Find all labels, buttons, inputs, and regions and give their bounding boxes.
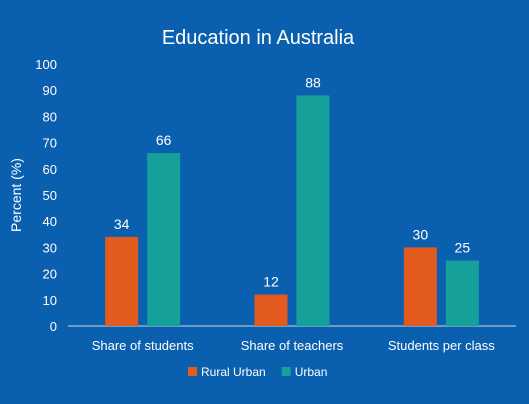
y-tick-label: 10 (43, 293, 57, 308)
data-label: 12 (263, 274, 279, 290)
data-label: 25 (455, 240, 471, 256)
legend-label: Rural Urban (201, 365, 266, 379)
y-tick-label: 90 (43, 83, 57, 98)
data-label: 30 (413, 226, 429, 242)
bar (147, 153, 181, 326)
chart-title: Education in Australia (162, 27, 355, 49)
x-axis-ticks: Share of students Share of teachers Studen… (92, 338, 496, 353)
y-tick-label: 40 (43, 214, 57, 229)
y-tick-label: 20 (43, 267, 57, 282)
y-tick-label: 70 (43, 136, 57, 151)
y-tick-label: 50 (43, 188, 57, 203)
legend: Rural Urban Urban (188, 365, 327, 379)
bar (296, 95, 330, 326)
y-tick-label: 80 (43, 109, 57, 124)
data-label: 88 (305, 74, 321, 90)
y-tick-label: 100 (35, 57, 57, 72)
y-tick-label: 30 (43, 240, 57, 255)
legend-swatch (281, 367, 291, 376)
data-label: 66 (156, 132, 172, 148)
x-tick-label: Share of teachers (241, 338, 344, 353)
legend-swatch (188, 367, 197, 376)
bar (105, 236, 139, 326)
bar (254, 294, 288, 326)
bar (403, 247, 437, 326)
x-tick-label: Students per class (388, 338, 495, 353)
legend-label: Urban (295, 365, 328, 379)
bar (445, 260, 479, 326)
y-axis-title: Percent (%) (8, 158, 24, 232)
y-tick-label: 60 (43, 162, 57, 177)
y-axis-ticks: 0 10 20 30 40 50 60 70 80 90 100 (35, 57, 57, 334)
bars-group: 34 66 12 88 30 25 (105, 74, 479, 326)
y-tick-label: 0 (50, 319, 57, 334)
data-label: 34 (114, 216, 130, 232)
x-tick-label: Share of students (92, 338, 194, 353)
